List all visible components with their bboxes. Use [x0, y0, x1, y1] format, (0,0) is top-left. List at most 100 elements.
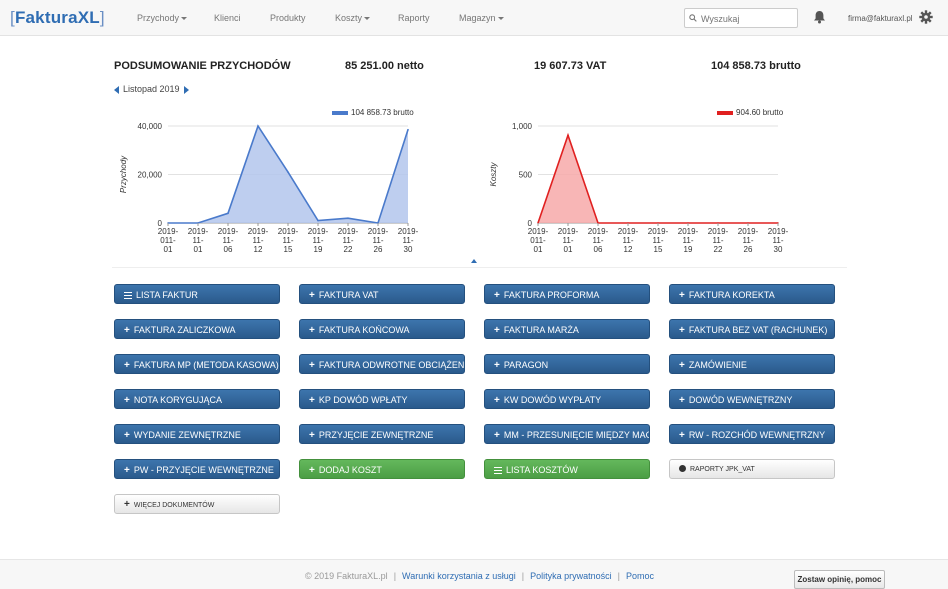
button-label: RAPORTY JPK_VAT: [690, 466, 755, 473]
help-link[interactable]: Pomoc: [625, 571, 654, 581]
nav-produkty[interactable]: Produkty: [270, 13, 306, 23]
button-label: FAKTURA VAT: [318, 290, 379, 300]
button-label: FAKTURA KOREKTA: [688, 290, 775, 300]
button-faktura-odwrotne-obci-enie[interactable]: + FAKTURA ODWROTNE OBCIĄŻENIE: [299, 354, 465, 374]
button-faktura-korekta[interactable]: + FAKTURA KOREKTA: [669, 284, 835, 304]
button-label: PRZYJĘCIE ZEWNĘTRZNE: [318, 430, 434, 440]
data-point: [567, 134, 569, 137]
button-kw-dow-d-wyp-aty[interactable]: + KW DOWÓD WYPŁATY: [484, 389, 650, 409]
button-label: FAKTURA KOŃCOWA: [318, 325, 410, 335]
button-faktura-mar-a[interactable]: + FAKTURA MARŻA: [484, 319, 650, 339]
x-tick-label: 2019-11-26: [738, 227, 759, 254]
period-selector: Listopad 2019: [114, 84, 189, 94]
button-label: FAKTURA MARŻA: [503, 325, 579, 335]
data-point: [317, 219, 319, 222]
plus-icon: +: [124, 395, 130, 406]
plus-icon: +: [679, 395, 685, 406]
button-faktura-mp-metoda-kasowa[interactable]: + FAKTURA MP (METODA KASOWA): [114, 354, 280, 374]
series-area: [538, 135, 778, 223]
plus-icon: +: [309, 325, 315, 336]
feedback-button[interactable]: Zostaw opinię, pomoc: [794, 570, 885, 589]
footer: © 2019 FakturaXL.pl | Warunki korzystania …: [0, 559, 948, 589]
chevron-down-icon: [364, 17, 371, 21]
summary-vat: 19 607.73 VAT: [534, 60, 607, 72]
revenue-chart: 0 20,000 40,000 Przychody 2019-011-01 2019-11…: [119, 108, 419, 254]
bell-icon[interactable]: [813, 10, 826, 24]
x-tick-label: 2019-11-15: [278, 227, 299, 254]
button-mm-przesuni-cie-mi-dzy-magazynami[interactable]: +MM - PRZESUNIĘCIE MIĘDZY MAGAZYNAMI: [484, 424, 650, 444]
button-faktura-vat[interactable]: + FAKTURA VAT: [299, 284, 465, 304]
button-faktura-zaliczkowa[interactable]: + FAKTURA ZALICZKOWA: [114, 319, 280, 339]
plus-icon: +: [124, 465, 130, 476]
button-lista-faktur[interactable]: LISTA FAKTUR: [114, 284, 280, 304]
gear-icon[interactable]: [919, 10, 933, 24]
data-point: [227, 212, 229, 215]
button-label: FAKTURA ODWROTNE OBCIĄŻENIE: [318, 360, 465, 370]
data-point: [347, 217, 349, 219]
plus-icon: +: [309, 360, 315, 371]
nav-raporty[interactable]: Raporty: [398, 13, 430, 23]
y-tick-label: 0: [528, 219, 533, 228]
app-logo[interactable]: [FakturaXL]: [10, 8, 105, 27]
privacy-link[interactable]: Polityka prywatności: [530, 571, 612, 581]
button-label: NOTA KORYGUJĄCA: [133, 395, 223, 405]
button-kp-dow-d-wp-aty[interactable]: + KP DOWÓD WPŁATY: [299, 389, 465, 409]
next-month-icon[interactable]: [183, 85, 189, 94]
plus-icon: +: [124, 360, 130, 371]
button-label: RW - ROZCHÓD WEWNĘTRZNY: [688, 430, 826, 440]
summary-netto: 85 251.00 netto: [345, 60, 424, 72]
button-nota-koryguj-ca[interactable]: + NOTA KORYGUJĄCA: [114, 389, 280, 409]
button-pw-przyj-cie-wewn-trzne[interactable]: + PW - PRZYJĘCIE WEWNĘTRZNE: [114, 459, 280, 479]
button-dow-d-wewn-trzny[interactable]: + DOWÓD WEWNĘTRZNY: [669, 389, 835, 409]
nav-przychody[interactable]: Przychody: [137, 13, 188, 23]
y-tick-label: 500: [519, 171, 533, 180]
y-tick-label: 0: [158, 219, 163, 228]
series-area: [168, 126, 408, 223]
button-faktura-bez-vat-rachunek[interactable]: + FAKTURA BEZ VAT (RACHUNEK): [669, 319, 835, 339]
data-point: [287, 171, 289, 173]
summary-brutto: 104 858.73 brutto: [711, 60, 801, 72]
button-label: DODAJ KOSZT: [318, 465, 382, 475]
search-input[interactable]: [701, 11, 795, 26]
plus-icon: +: [124, 499, 130, 510]
button-faktura-proforma[interactable]: + FAKTURA PROFORMA: [484, 284, 650, 304]
collapse-chevron-up-icon[interactable]: [471, 259, 477, 263]
terms-link[interactable]: Warunki korzystania z usługi: [402, 571, 516, 581]
nav-klienci[interactable]: Klienci: [214, 13, 241, 23]
user-email[interactable]: firma@fakturaxl.pl: [848, 14, 913, 23]
button-wi-cej-dokument-w[interactable]: + WIĘCEJ DOKUMENTÓW: [114, 494, 280, 514]
button-label: ZAMÓWIENIE: [688, 360, 747, 370]
button-dodaj-koszt[interactable]: + DODAJ KOSZT: [299, 459, 465, 479]
button-zam-wienie[interactable]: + ZAMÓWIENIE: [669, 354, 835, 374]
button-label: KW DOWÓD WYPŁATY: [503, 395, 602, 405]
x-tick-label: 2019-011-01: [528, 227, 549, 254]
button-label: FAKTURA MP (METODA KASOWA): [133, 360, 279, 370]
prev-month-icon[interactable]: [114, 85, 119, 94]
button-rw-rozch-d-wewn-trzny[interactable]: + RW - ROZCHÓD WEWNĘTRZNY: [669, 424, 835, 444]
button-przyj-cie-zewn-trzne[interactable]: + PRZYJĘCIE ZEWNĘTRZNE: [299, 424, 465, 444]
plus-icon: +: [494, 395, 500, 406]
button-faktura-ko-cowa[interactable]: + FAKTURA KOŃCOWA: [299, 319, 465, 339]
search-icon: [689, 14, 697, 22]
button-label: PARAGON: [503, 360, 549, 370]
plus-icon: +: [309, 395, 315, 406]
button-raporty-jpk-vat[interactable]: RAPORTY JPK_VAT: [669, 459, 835, 479]
plus-icon: +: [124, 430, 130, 441]
y-axis-label: Przychody: [119, 155, 128, 193]
costs-chart: 0 500 1,000 Koszty 2019-011-01 2019-11-01 2019…: [489, 108, 789, 254]
nav-koszty[interactable]: Koszty: [335, 13, 371, 23]
button-label: PW - PRZYJĘCIE WEWNĘTRZNE: [133, 465, 274, 475]
button-wydanie-zewn-trzne[interactable]: + WYDANIE ZEWNĘTRZNE: [114, 424, 280, 444]
button-label: WIĘCEJ DOKUMENTÓW: [133, 502, 215, 509]
nav-magazyn[interactable]: Magazyn: [459, 13, 504, 23]
plus-icon: +: [124, 325, 130, 336]
footer-links: © 2019 FakturaXL.pl | Warunki korzystania …: [305, 571, 654, 581]
button-label: DOWÓD WEWNĘTRZNY: [688, 395, 793, 405]
button-label: LISTA KOSZTÓW: [506, 465, 578, 475]
button-label: FAKTURA ZALICZKOWA: [133, 325, 236, 335]
list-icon: [494, 466, 502, 474]
x-tick-label: 2019-011-01: [158, 227, 179, 254]
button-paragon[interactable]: + PARAGON: [484, 354, 650, 374]
plus-icon: +: [494, 325, 500, 336]
button-lista-koszt-w[interactable]: LISTA KOSZTÓW: [484, 459, 650, 479]
